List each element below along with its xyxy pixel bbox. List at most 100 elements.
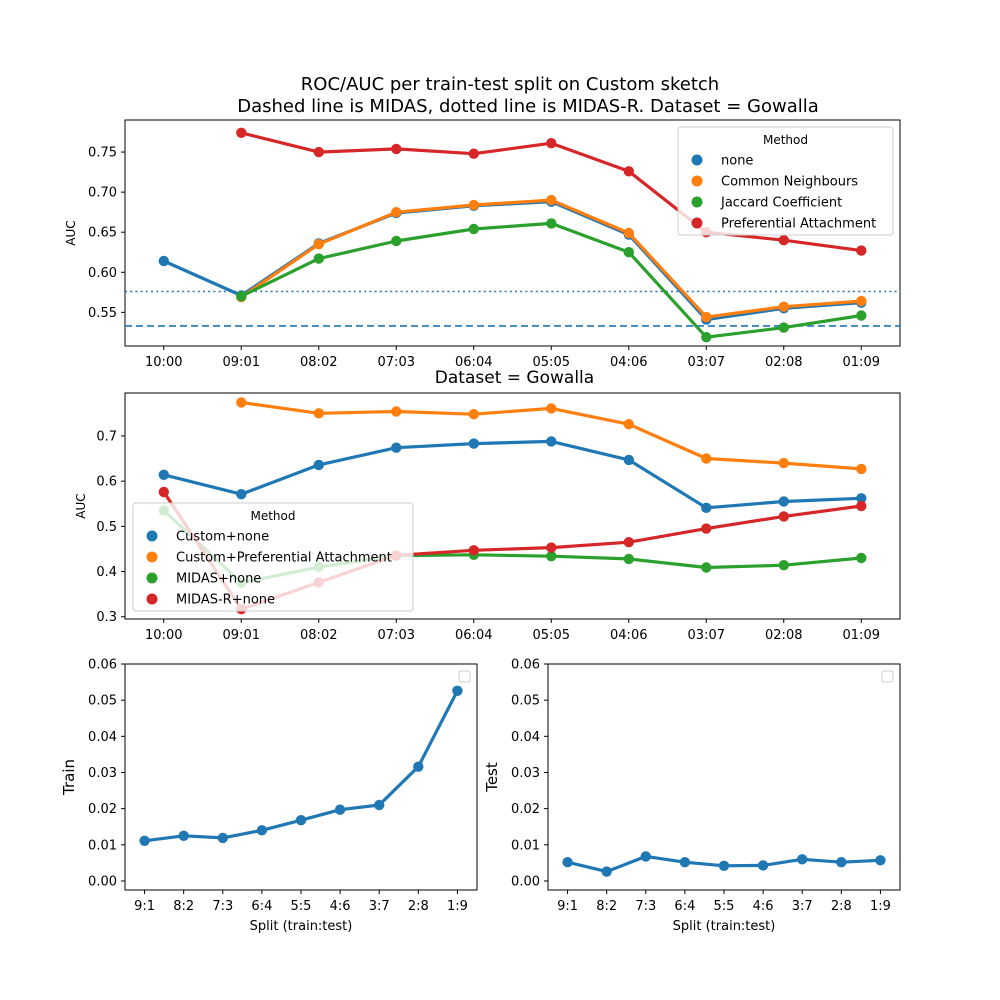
data-point-custom-none [778, 496, 789, 507]
y-tick-label: 0.4 [96, 565, 117, 580]
data-point-preferential-attachment [468, 148, 479, 159]
legend-title: Method [763, 133, 808, 147]
x-tick-label: 03:07 [688, 355, 725, 370]
data-point-custom-none [313, 459, 324, 471]
data-point-common-neighbours [313, 239, 324, 250]
x-tick-label: 07:03 [378, 628, 415, 643]
x-tick-label: 2:8 [408, 899, 429, 914]
x-tick-label: 2:8 [831, 899, 852, 914]
data-point-jaccard-coefficient [236, 291, 247, 302]
axes-frame [124, 392, 901, 620]
data-point-common-neighbours [468, 199, 479, 211]
data-point-jaccard-coefficient [313, 253, 324, 264]
data-point-custom-preferential-attachment [701, 453, 712, 464]
chart-train: 0.00 0.01 0.02 0.03 0.04 0.05 0.06 9:1 8:2 7:3 6:4… [60, 658, 478, 934]
legend-marker [691, 217, 703, 229]
axes-frame [124, 663, 478, 891]
data-point-jaccard-coefficient [778, 322, 789, 333]
y-tick-label: 0.03 [88, 766, 117, 781]
empty-legend-box [881, 670, 894, 683]
data-point-series-0 [413, 761, 424, 772]
data-point-series-0 [679, 857, 691, 868]
x-tick-label: 1:9 [870, 899, 891, 914]
y-tick-label: 0.65 [88, 226, 117, 241]
data-point-series-0 [334, 804, 346, 815]
y-tick-label: 0.06 [511, 658, 540, 673]
data-point-jaccard-coefficient [701, 332, 712, 343]
data-point-preferential-attachment [391, 143, 402, 155]
x-tick-label: 02:08 [765, 355, 802, 370]
y-tick-label: 0.05 [511, 694, 540, 709]
y-tick-label: 0.00 [511, 874, 540, 889]
y-axis-label: Train [60, 759, 78, 796]
y-axis-label: AUC [64, 220, 78, 245]
y-tick-label: 0.5 [96, 520, 117, 535]
legend-marker [146, 530, 158, 542]
x-tick-label: 4:6 [753, 899, 774, 914]
y-tick-label: 0.05 [88, 694, 117, 709]
data-point-preferential-attachment [856, 245, 867, 256]
data-point-jaccard-coefficient [391, 235, 402, 247]
data-point-midas-r-none [546, 542, 557, 553]
y-tick-label: 0.7 [96, 429, 117, 444]
x-tick-label: 06:04 [455, 628, 492, 643]
data-point-midas-none [623, 553, 634, 565]
y-tick-label: 0.04 [88, 730, 117, 745]
legend-box [677, 126, 894, 236]
legend-label: MIDAS+none [176, 572, 261, 587]
data-point-custom-none [468, 438, 479, 449]
x-tick-label: 05:05 [533, 628, 570, 643]
data-point-custom-preferential-attachment [468, 409, 479, 420]
y-tick-label: 0.02 [511, 802, 540, 817]
x-axis-label: Split (train:test) [673, 919, 776, 934]
data-point-series-0 [640, 851, 651, 862]
figure-title-line2: Dashed line is MIDAS, dotted line is MID… [237, 96, 819, 117]
x-tick-label: 7:3 [212, 899, 233, 914]
data-point-series-0 [452, 685, 463, 696]
y-tick-label: 0.6 [96, 475, 117, 490]
data-point-common-neighbours [546, 194, 557, 206]
x-tick-label: 3:7 [369, 899, 390, 914]
y-tick-label: 0.70 [88, 186, 117, 201]
data-point-series-0 [718, 860, 730, 871]
y-tick-label: 0.01 [88, 838, 117, 853]
data-point-series-0 [875, 855, 886, 866]
data-point-midas-r-none [856, 500, 867, 512]
x-tick-label: 10:00 [145, 355, 182, 370]
data-point-none [158, 255, 169, 267]
legend-label: Custom+none [176, 530, 269, 545]
data-point-jaccard-coefficient [546, 218, 557, 229]
y-axis-label: Test [483, 762, 501, 793]
data-point-midas-none [701, 562, 712, 573]
series-line-jaccard-coefficient [239, 221, 863, 339]
legend-label: Jaccard Coefficient [720, 196, 842, 211]
data-point-jaccard-coefficient [856, 310, 867, 321]
data-point-custom-none [391, 442, 402, 453]
data-point-custom-preferential-attachment [236, 397, 247, 408]
data-point-custom-preferential-attachment [546, 403, 557, 414]
x-tick-label: 01:09 [843, 628, 880, 643]
data-point-series-0 [757, 860, 769, 871]
x-tick-label: 8:2 [596, 899, 617, 914]
data-point-preferential-attachment [236, 127, 247, 138]
legend-label: Custom+Preferential Attachment [176, 551, 392, 566]
data-point-midas-r-none [778, 511, 789, 522]
data-point-midas-r-none [468, 545, 479, 556]
data-point-custom-none [236, 489, 247, 500]
x-tick-label: 06:04 [455, 355, 492, 370]
y-tick-label: 0.06 [88, 658, 117, 673]
data-point-jaccard-coefficient [468, 223, 479, 235]
data-point-preferential-attachment [623, 166, 634, 177]
x-tick-label: 7:3 [635, 899, 656, 914]
legend-label: none [721, 154, 753, 169]
y-tick-label: 0.60 [88, 266, 117, 281]
x-tick-label: 5:5 [714, 899, 735, 914]
x-tick-label: 05:05 [533, 355, 570, 370]
x-tick-label: 09:01 [223, 355, 260, 370]
data-point-custom-preferential-attachment [623, 419, 634, 430]
legend-box [132, 502, 414, 612]
x-tick-label: 08:02 [300, 628, 337, 643]
x-tick-label: 8:2 [173, 899, 194, 914]
x-tick-label: 6:4 [674, 899, 695, 914]
